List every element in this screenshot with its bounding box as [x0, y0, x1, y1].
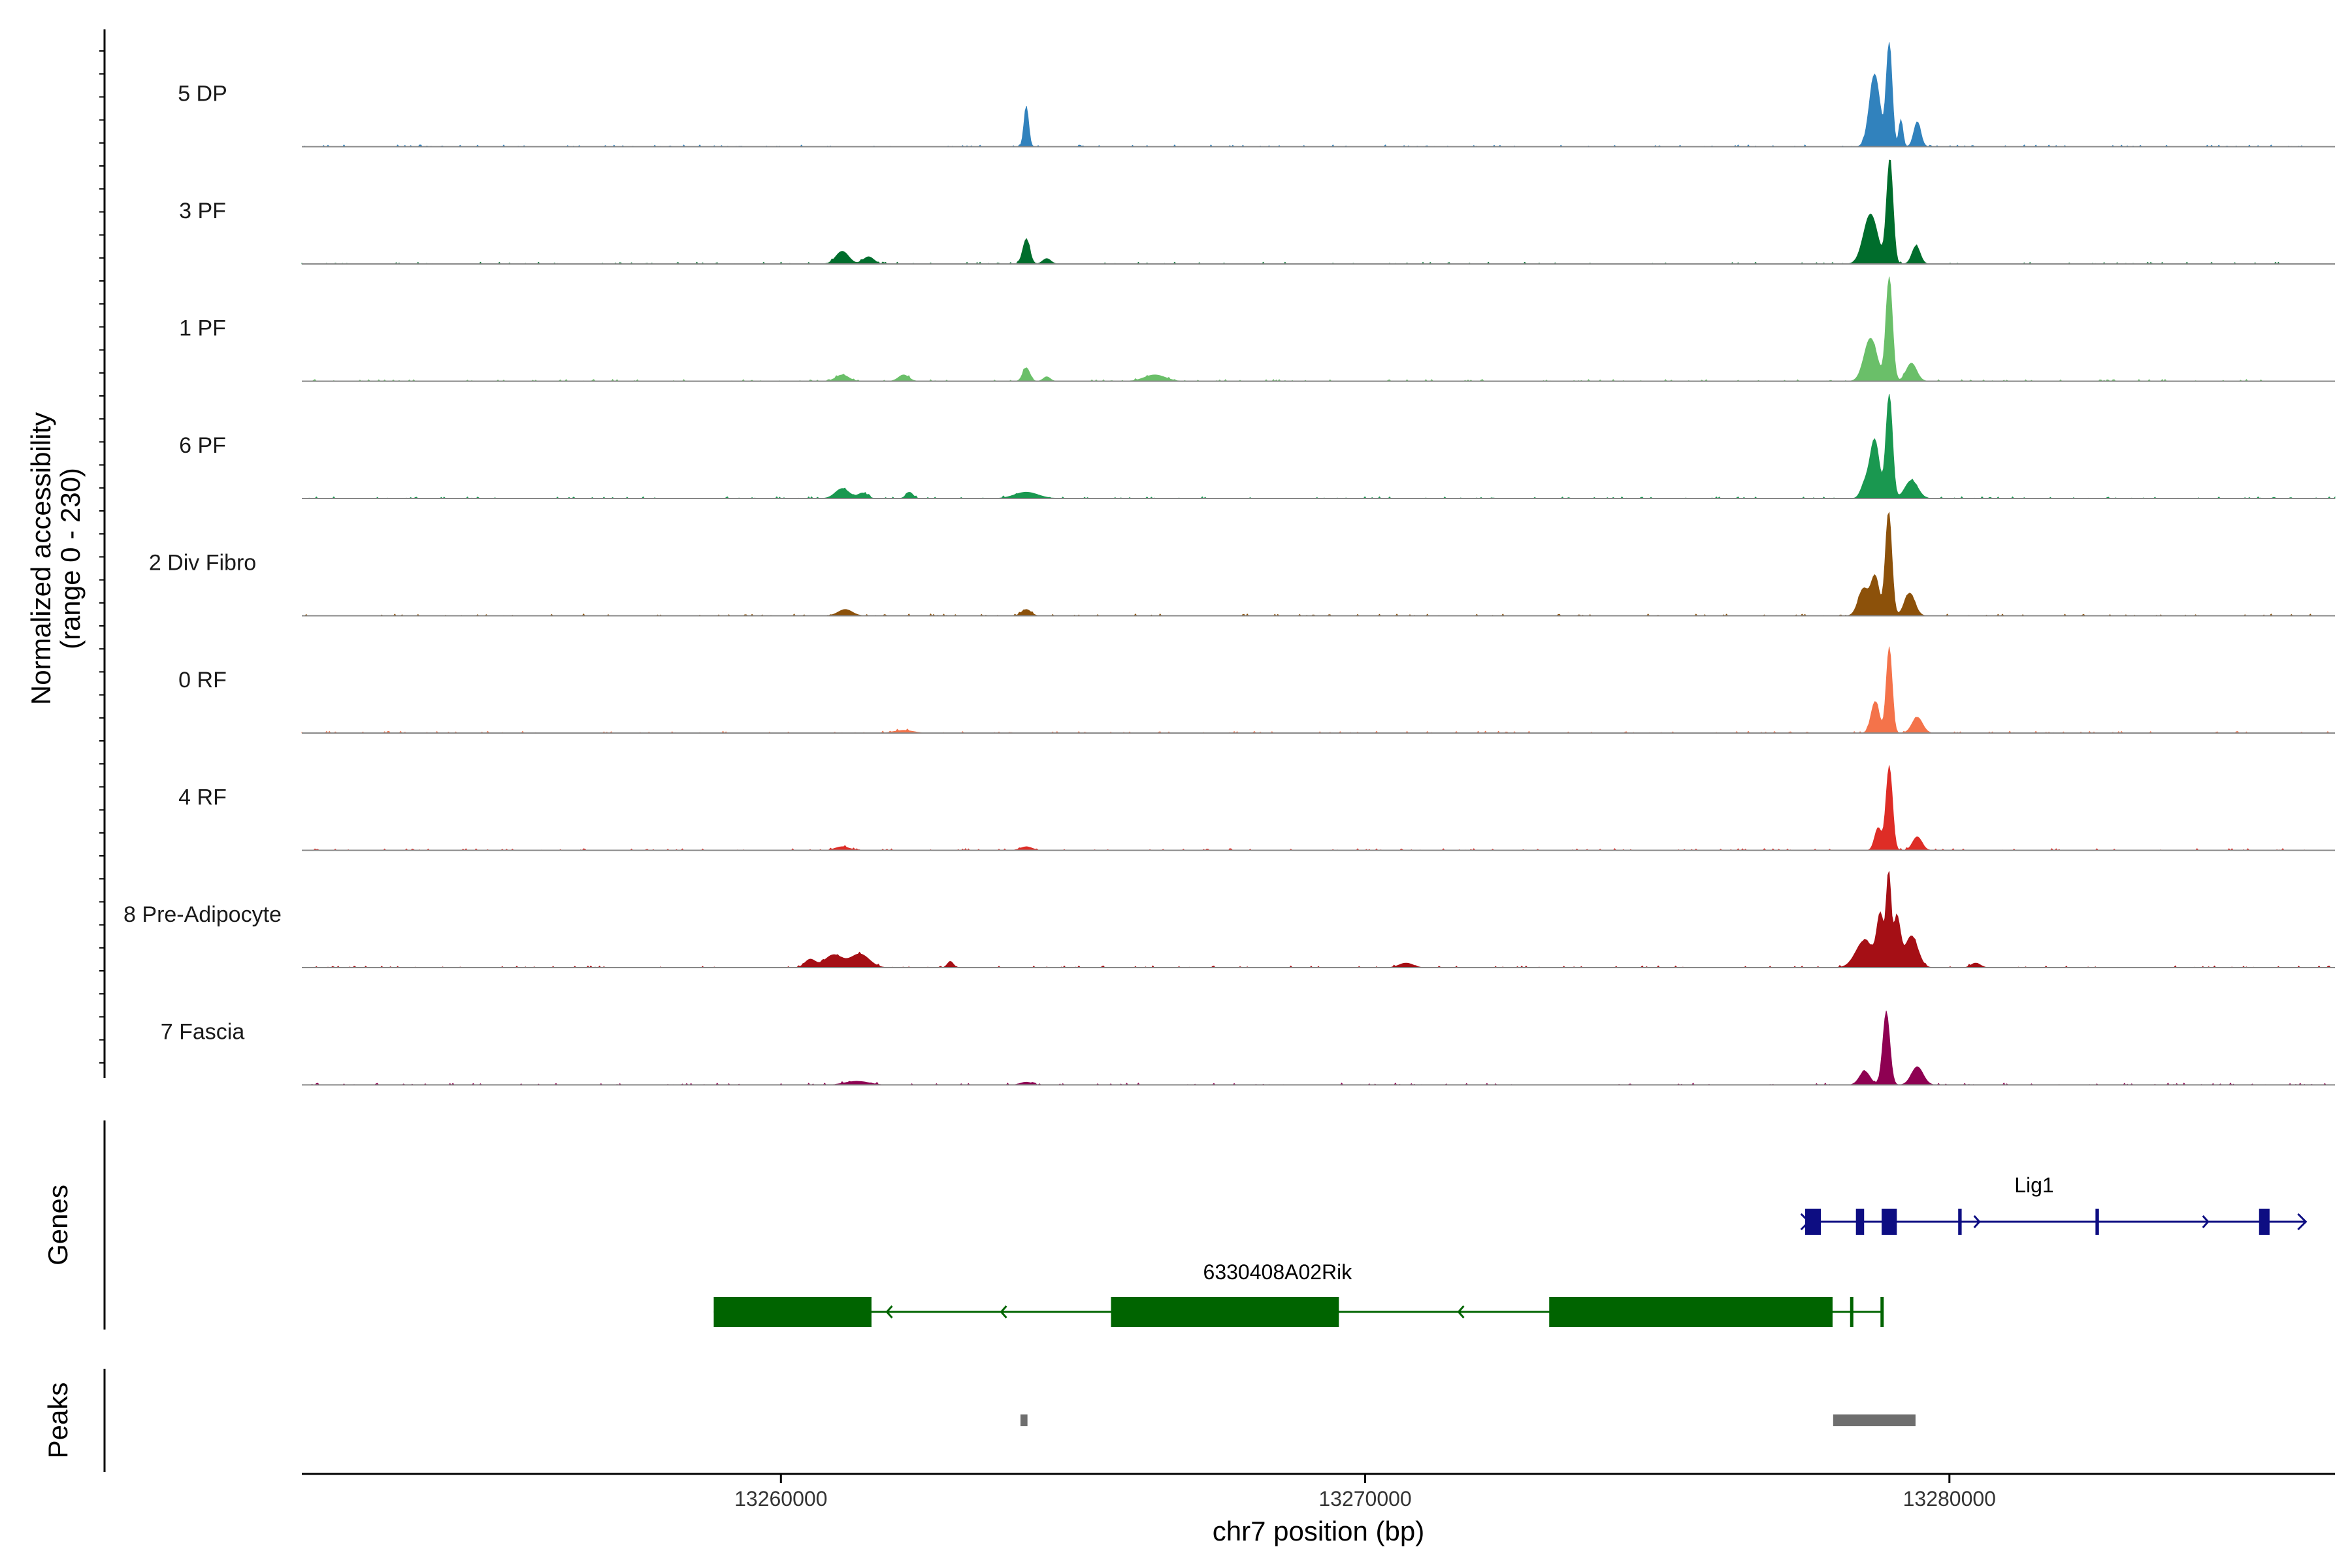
exon-lig1	[1855, 1209, 1865, 1235]
gene-lig1: Lig1	[1800, 1173, 2308, 1235]
track-7-fascia: 7 Fascia	[161, 1010, 2335, 1086]
coverage-area-7-fascia	[302, 1010, 2335, 1086]
track-6-pf: 6 PF	[179, 393, 2336, 499]
peak-region-1	[1020, 1414, 1028, 1426]
track-0-rf: 0 RF	[178, 646, 2336, 734]
coverage-area-5-dp	[302, 42, 2335, 148]
strand-arrow-lig1	[1973, 1215, 1981, 1228]
track-label-5-dp: 5 DP	[178, 82, 227, 106]
track-2-div-fibro: 2 Div Fibro	[149, 512, 2335, 617]
peaks-panel-label: Peaks	[42, 1382, 73, 1459]
exon-lig1	[2259, 1209, 2270, 1235]
x-tick-label: 13260000	[734, 1487, 827, 1511]
coverage-area-6-pf	[302, 393, 2336, 499]
x-axis-title: chr7 position (bp)	[1213, 1516, 1425, 1546]
strand-arrow-end-lig1	[2297, 1213, 2308, 1231]
track-label-2-div-fibro: 2 Div Fibro	[149, 551, 256, 576]
y-axis-title-line1: Normalized accessibility	[25, 412, 56, 705]
coverage-area-3-pf	[301, 159, 2335, 265]
track-label-3-pf: 3 PF	[179, 199, 226, 223]
track-1-pf: 1 PF	[179, 276, 2335, 382]
exon-6330408a02rik	[1549, 1297, 1833, 1327]
track-label-1-pf: 1 PF	[179, 316, 226, 341]
gene-label-6330408a02rik: 6330408A02Rik	[1203, 1260, 1353, 1284]
accessibility-y-ticks	[99, 50, 105, 1064]
track-3-pf: 3 PF	[179, 159, 2335, 265]
exon-lig1	[1958, 1209, 1962, 1235]
peak-regions	[1020, 1414, 1916, 1426]
strand-arrow-6330408a02rik	[1000, 1305, 1007, 1318]
coverage-area-0-rf	[301, 646, 2336, 734]
x-tick-label: 13270000	[1318, 1487, 1411, 1511]
exon-lig1	[1882, 1209, 1897, 1235]
exon-6330408a02rik	[1880, 1297, 1884, 1327]
track-8-pre-adipocyte: 8 Pre-Adipocyte	[123, 871, 2335, 968]
y-axis-title-line2: (range 0 - 230)	[55, 468, 86, 649]
exon-6330408a02rik	[713, 1297, 872, 1327]
exon-6330408a02rik	[1111, 1297, 1339, 1327]
track-5-dp: 5 DP	[178, 42, 2335, 148]
exon-6330408a02rik	[1850, 1297, 1854, 1327]
track-label-6-pf: 6 PF	[179, 433, 226, 458]
gene-6330408a02rik: 6330408A02Rik	[713, 1260, 1884, 1327]
coverage-tracks: 5 DP 3 PF 1 PF 6 PF 2 Div Fibro 0 RF 4 RF 8 Pre…	[123, 42, 2336, 1086]
coverage-area-8-pre-adipocyte	[302, 871, 2335, 968]
gene-label-lig1: Lig1	[2014, 1173, 2054, 1197]
track-label-8-pre-adipocyte: 8 Pre-Adipocyte	[123, 902, 282, 927]
strand-arrow-start-lig1	[1800, 1213, 1810, 1231]
coverage-area-1-pf	[302, 276, 2335, 382]
genes-panel-label: Genes	[42, 1184, 73, 1266]
track-4-rf: 4 RF	[178, 765, 2335, 851]
peak-region-2	[1833, 1414, 1916, 1426]
coverage-area-2-div-fibro	[302, 512, 2335, 617]
strand-arrow-6330408a02rik	[885, 1305, 893, 1318]
track-label-4-rf: 4 RF	[178, 785, 227, 810]
track-label-7-fascia: 7 Fascia	[161, 1020, 245, 1045]
strand-arrow-6330408a02rik	[1457, 1305, 1465, 1318]
exon-lig1	[1805, 1209, 1821, 1235]
coverage-area-4-rf	[302, 765, 2335, 851]
gene-annotations: Lig1 6330408A02Rik	[713, 1173, 2308, 1327]
strand-arrow-lig1	[2202, 1215, 2210, 1228]
x-axis-ticks: 13260000 13270000 13280000	[734, 1474, 1996, 1511]
exon-lig1	[2095, 1209, 2099, 1235]
x-tick-label: 13280000	[1903, 1487, 1996, 1511]
track-label-0-rf: 0 RF	[178, 668, 227, 693]
